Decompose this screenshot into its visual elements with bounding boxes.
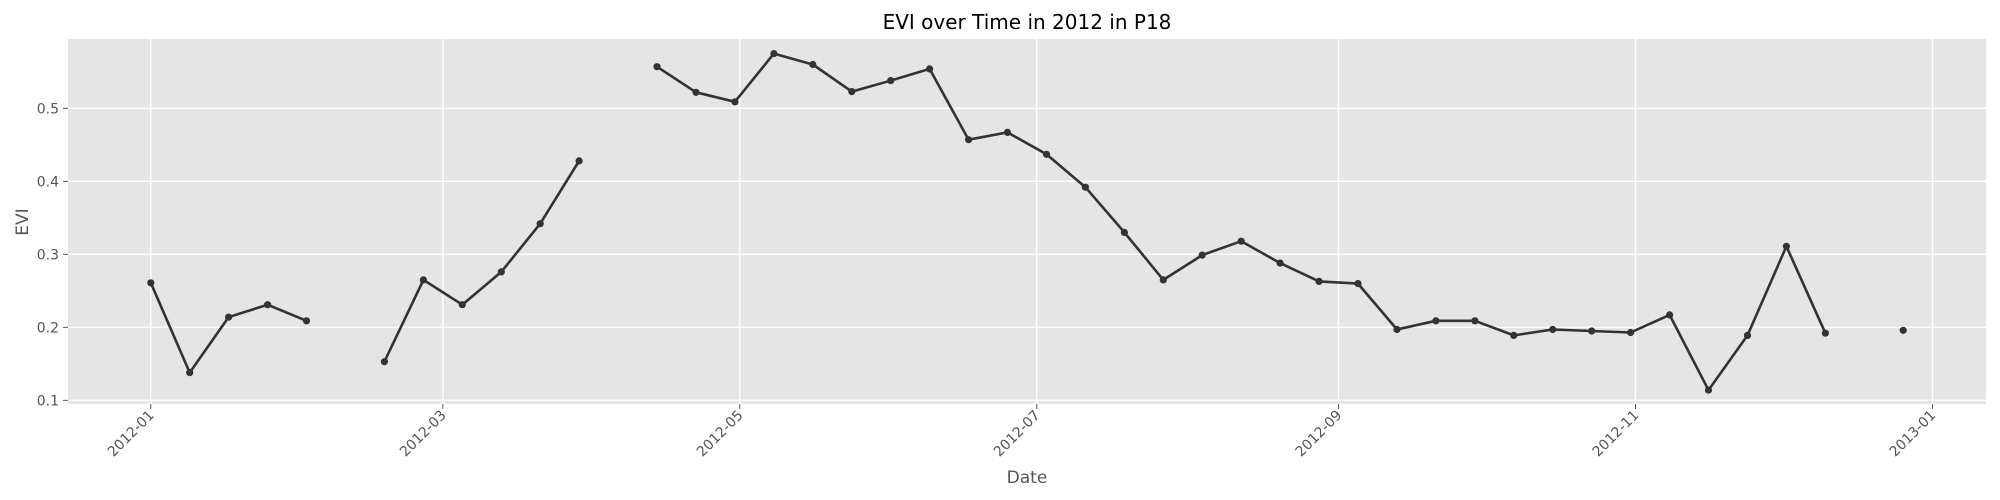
data-point [1743, 331, 1752, 339]
data-point [1315, 277, 1323, 285]
data-point [1471, 317, 1479, 325]
grid-lines [68, 39, 1986, 404]
data-point [770, 50, 778, 58]
data-point [302, 317, 311, 325]
data-point [887, 77, 895, 85]
data-point [848, 88, 856, 96]
data-point [380, 358, 388, 366]
data-point [731, 98, 739, 106]
data-point [1899, 326, 1907, 334]
data-point [536, 220, 544, 228]
x-tick-label: 2013-01 [1887, 408, 1940, 461]
x-tick-label: 2012-05 [694, 408, 747, 461]
y-tick-label: 0.3 [37, 247, 59, 263]
data-point [1432, 317, 1440, 325]
x-tick-label: 2012-11 [1590, 408, 1643, 461]
data-point [1627, 328, 1635, 337]
data-point [264, 301, 272, 309]
data-point [575, 157, 583, 165]
y-tick-label: 0.2 [37, 320, 59, 336]
data-point [1588, 327, 1596, 335]
y-tick-label: 0.5 [37, 101, 59, 117]
x-tick-label: 2012-09 [1293, 408, 1346, 461]
data-point [147, 279, 155, 287]
y-axis-label: EVI [13, 208, 33, 235]
data-point [1354, 280, 1362, 288]
data-point [1704, 386, 1713, 394]
data-point [1237, 237, 1245, 245]
data-point [965, 136, 973, 144]
data-point [809, 60, 817, 69]
data-point [458, 301, 466, 309]
data-point [1549, 325, 1557, 334]
data-point [419, 276, 427, 284]
data-point [692, 88, 700, 96]
plot-background [68, 39, 1986, 404]
data-point [1666, 311, 1674, 319]
series-line [383, 159, 581, 364]
data-point [926, 65, 934, 73]
series-layer [147, 50, 1907, 394]
data-point [1393, 325, 1401, 334]
data-point [1198, 251, 1206, 259]
data-point [186, 369, 194, 377]
y-tick-label: 0.4 [37, 174, 59, 190]
x-tick-label: 2012-07 [991, 408, 1044, 461]
data-point [497, 268, 505, 276]
y-tick-label: 0.1 [37, 393, 59, 409]
data-point [1782, 242, 1790, 250]
data-point [1081, 183, 1089, 191]
data-point [1003, 128, 1012, 136]
data-point [1120, 228, 1128, 236]
data-point [653, 63, 661, 71]
data-point [1510, 331, 1518, 339]
data-point [1159, 276, 1167, 284]
data-point [225, 313, 233, 321]
x-tick-label: 2012-01 [105, 408, 158, 461]
data-point [1276, 259, 1284, 267]
data-point [1821, 329, 1829, 337]
x-axis-label: Date [1007, 468, 1048, 488]
x-tick-label: 2012-03 [397, 408, 450, 461]
chart-title: EVI over Time in 2012 in P18 [883, 10, 1172, 34]
data-point [1042, 150, 1051, 158]
